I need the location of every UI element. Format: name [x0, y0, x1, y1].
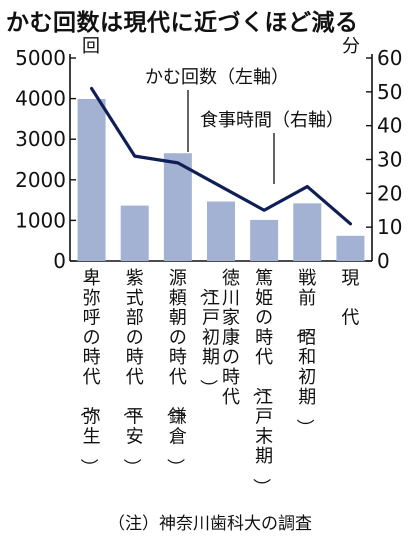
category-label: 紫式部の時代（平安） [121, 268, 144, 476]
bar [163, 153, 192, 261]
category-labels: 卑弥呼の時代（弥生） 紫式部の時代（平安） 源頼朝の時代（鎌倉） 徳川家康の時代（江戸… [78, 268, 360, 496]
left-tick-label: 4000 [15, 87, 66, 111]
left-axis-unit: 回 [82, 36, 100, 57]
line-series-label: 食事時間（右軸） [200, 110, 344, 131]
source-note: （注）神奈川歯科大の調査 [108, 514, 312, 534]
right-tick-label: 40 [377, 114, 402, 138]
category-label: 源頼朝の時代（鎌倉） [164, 268, 187, 476]
bar [336, 235, 365, 261]
left-tick-label: 1000 [15, 208, 66, 232]
bar-series-label: かむ回数（左軸） [145, 67, 289, 88]
chart-axes: 0 1000 2000 3000 4000 5000 0 10 20 30 40 50 60 回 分 [15, 36, 402, 273]
series-labels: かむ回数（左軸） 食事時間（右軸） [145, 67, 344, 184]
bar [77, 99, 106, 261]
category-label: 現 代 [341, 268, 359, 329]
left-tick-label: 0 [53, 249, 66, 273]
right-axis-unit: 分 [342, 36, 360, 57]
left-tick-label: 2000 [15, 168, 66, 192]
right-tick-label: 0 [377, 249, 390, 273]
right-tick-label: 20 [377, 181, 402, 205]
category-label: （江戸初期） [197, 280, 220, 397]
bar [120, 205, 149, 261]
bar [207, 201, 235, 261]
category-label: 卑弥呼の時代（弥生） [78, 268, 101, 476]
category-label: 徳川家康の時代 [222, 268, 240, 408]
bar [293, 203, 322, 261]
category-label: 篤姫の時代（江戸末期） [250, 268, 273, 496]
category-label: 戦前（昭和初期） [293, 268, 316, 437]
left-tick-label: 3000 [15, 127, 66, 151]
right-tick-label: 50 [377, 80, 402, 104]
right-tick-label: 30 [377, 148, 402, 172]
left-tick-label: 5000 [15, 46, 66, 70]
line-series [89, 86, 353, 226]
right-tick-label: 10 [377, 215, 402, 239]
right-tick-label: 60 [377, 46, 402, 70]
chart-title: かむ回数は現代に近づくほど減る [6, 10, 359, 36]
bar-series [77, 99, 365, 261]
bar [250, 219, 279, 261]
